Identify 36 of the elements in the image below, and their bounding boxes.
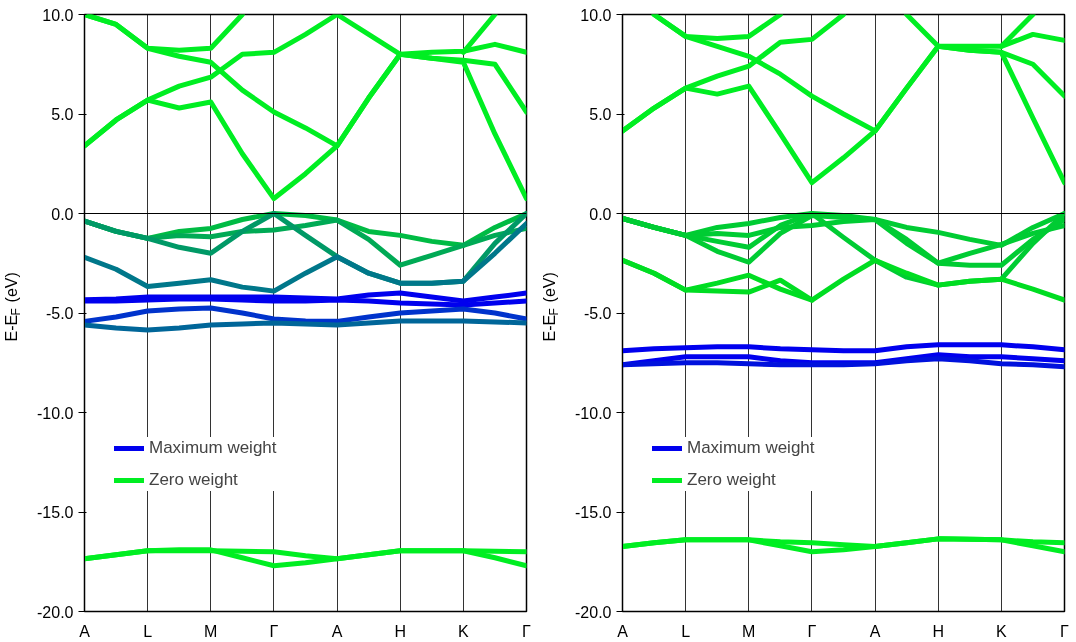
legend-label: Maximum weight bbox=[149, 438, 277, 458]
x-tick-label: L bbox=[143, 622, 153, 640]
y-tick-label: 10.0 bbox=[580, 6, 612, 24]
x-tick-label: A bbox=[869, 622, 881, 640]
y-tick-label: -10.0 bbox=[37, 404, 74, 422]
x-tick-label: M bbox=[742, 622, 756, 640]
x-tick-label: A bbox=[79, 622, 91, 640]
x-tick-label: H bbox=[394, 622, 406, 640]
y-tick-label: -15.0 bbox=[37, 504, 74, 521]
y-axis-title: E-EF (eV) bbox=[3, 272, 23, 342]
y-tick-label: 5.0 bbox=[589, 106, 612, 123]
y-tick-label: -10.0 bbox=[575, 404, 612, 422]
x-tick-label: A bbox=[617, 622, 629, 640]
x-tick-label: H bbox=[932, 622, 944, 640]
x-tick-label: K bbox=[458, 622, 470, 640]
y-tick-label: 10.0 bbox=[42, 6, 74, 24]
legend-label: Zero weight bbox=[149, 470, 238, 490]
y-tick-label: -15.0 bbox=[575, 504, 612, 521]
y-axis-title: E-EF (eV) bbox=[541, 272, 561, 342]
y-tick-label: -5.0 bbox=[45, 305, 74, 322]
x-tick-label: Γ bbox=[522, 622, 532, 640]
y-tick-label: -20.0 bbox=[575, 603, 612, 621]
legend-label: Zero weight bbox=[687, 470, 776, 490]
x-tick-label: M bbox=[204, 622, 218, 640]
legend-label: Maximum weight bbox=[687, 438, 815, 458]
x-tick-label: A bbox=[331, 622, 343, 640]
y-tick-label: -20.0 bbox=[37, 603, 74, 621]
x-tick-label: K bbox=[996, 622, 1008, 640]
y-tick-label: -5.0 bbox=[583, 305, 612, 322]
y-tick-label: 0.0 bbox=[51, 205, 74, 223]
x-tick-label: Γ bbox=[269, 622, 279, 640]
x-tick-label: L bbox=[681, 622, 691, 640]
x-tick-label: Γ bbox=[807, 622, 817, 640]
y-tick-label: 0.0 bbox=[589, 205, 612, 223]
x-tick-label: Γ bbox=[1060, 622, 1070, 640]
y-tick-label: 5.0 bbox=[51, 106, 74, 123]
